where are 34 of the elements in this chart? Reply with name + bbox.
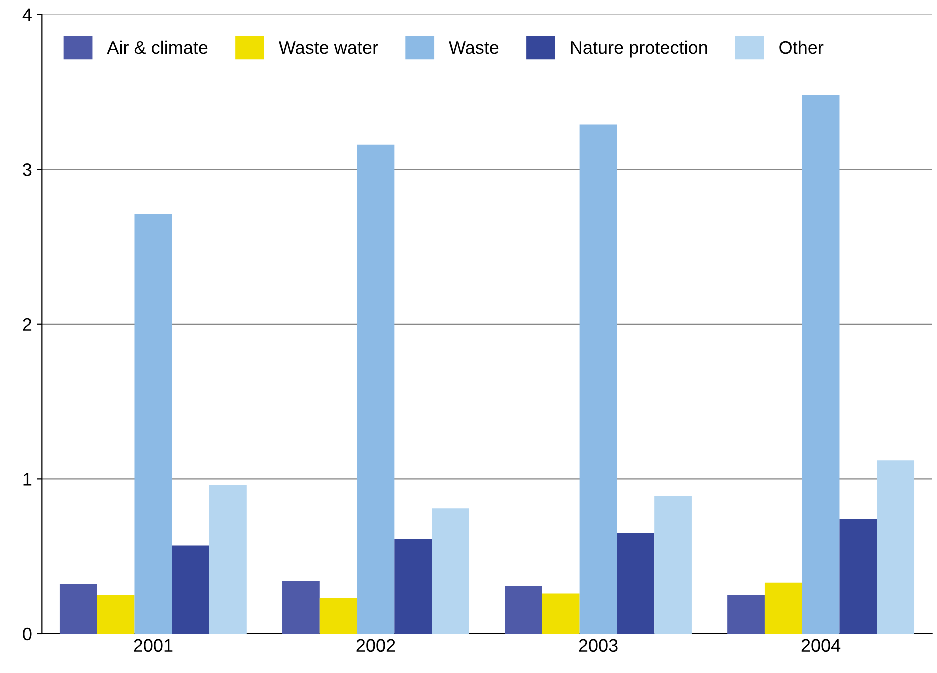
- bar: [617, 533, 655, 634]
- y-tick-label: 4: [22, 8, 32, 22]
- legend-label: Air & climate: [107, 40, 208, 54]
- bar: [728, 595, 765, 634]
- x-tick-label: 2003: [579, 639, 618, 652]
- y-tick-label: 1: [24, 473, 32, 486]
- legend-label: Waste: [449, 42, 499, 54]
- bar: [802, 95, 840, 634]
- bar: [320, 598, 358, 634]
- x-tick-label: 2004: [802, 639, 841, 652]
- bar: [172, 546, 210, 634]
- bar: [432, 508, 470, 634]
- bar: [580, 124, 618, 634]
- y-tick-label: 3: [23, 164, 32, 176]
- legend-label: Other: [780, 40, 824, 54]
- x-tick-label: 2002: [356, 639, 396, 652]
- bar: [877, 460, 915, 634]
- bar: [542, 594, 580, 634]
- legend-label: Waste water: [278, 42, 378, 54]
- bar: [210, 485, 247, 634]
- bar: [505, 586, 542, 634]
- bar: [357, 144, 395, 634]
- x-tick-label: 2001: [134, 639, 173, 652]
- bar: [394, 540, 432, 634]
- bar: [97, 595, 135, 634]
- bar: [840, 519, 878, 634]
- y-tick-label: 2: [23, 318, 32, 331]
- bar: [654, 496, 692, 634]
- bar: [764, 582, 802, 634]
- legend-label: Nature protection: [571, 40, 708, 58]
- y-tick-label: 0: [23, 628, 32, 641]
- bar: [60, 584, 98, 634]
- bar: [134, 214, 172, 634]
- bar: [282, 581, 320, 634]
